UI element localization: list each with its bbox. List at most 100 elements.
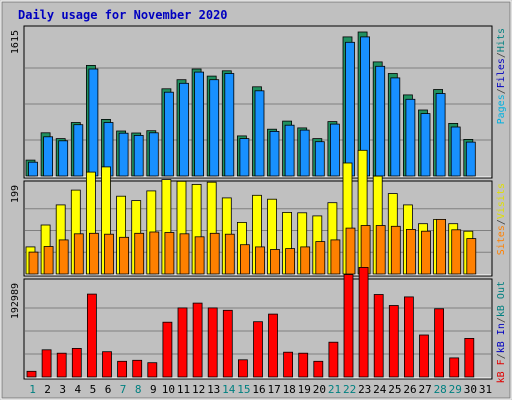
bar-kb-f-day-7 (117, 360, 127, 378)
bar-kb-f-day-18 (283, 351, 294, 378)
x-tick-label: 10 (162, 383, 175, 396)
bar-sites-day-6 (104, 233, 114, 275)
x-tick-label: 8 (135, 383, 142, 396)
bar-kb-f-day-8 (132, 359, 143, 378)
x-tick-label: 16 (252, 383, 265, 396)
x-tick-label: 23 (358, 383, 371, 396)
bar-kb-f-day-13 (207, 307, 218, 378)
bar-sites-day-30 (466, 238, 477, 275)
bar-sites-day-25 (390, 225, 401, 275)
x-tick-label: 13 (207, 383, 220, 396)
bar-files-day-25 (390, 77, 401, 177)
bar-kb-f-day-4 (71, 347, 82, 378)
bar-files-day-13 (209, 79, 220, 177)
bar-sites-day-23 (360, 225, 371, 275)
x-tick-label: 20 (313, 383, 326, 396)
bar-sites-day-9 (149, 231, 160, 275)
bar-sites-day-1 (28, 251, 39, 275)
bar-files-day-17 (269, 130, 280, 177)
series-legend-label: Sites/Visits (496, 183, 507, 255)
bar-files-day-18 (284, 124, 295, 177)
bar-sites-day-18 (285, 248, 296, 275)
bar-kb-f-day-16 (253, 321, 263, 378)
x-tick-label: 27 (418, 383, 431, 396)
bar-files-day-19 (299, 129, 310, 177)
x-tick-label: 2 (44, 383, 51, 396)
x-tick-label: 14 (222, 383, 236, 396)
bar-kb-f-day-27 (419, 334, 429, 378)
x-tick-label: 15 (237, 383, 250, 396)
bar-kb-f-day-30 (464, 337, 475, 378)
bar-kb-f-day-11 (177, 307, 188, 378)
bar-sites-day-14 (224, 233, 235, 275)
bar-sites-day-4 (73, 233, 84, 275)
x-tick-label: 21 (328, 383, 341, 396)
bar-kb-f-day-24 (373, 294, 384, 378)
bar-files-day-1 (28, 161, 38, 177)
bar-files-day-8 (133, 134, 144, 177)
bar-kb-f-day-23 (358, 266, 369, 378)
bar-files-day-14 (224, 73, 235, 177)
x-tick-label: 18 (283, 383, 296, 396)
legend-segment: kB F (496, 359, 507, 383)
x-tick-label: 25 (388, 383, 401, 396)
chart-panels: 1615Pages/Files/Hits199Sites/Visits19298… (10, 25, 507, 383)
bar-kb-f-day-6 (102, 351, 112, 378)
bar-sites-day-12 (194, 236, 205, 275)
panel-visits-sites: 199 Sites/Visits (10, 149, 507, 277)
bar-kb-f-day-14 (222, 309, 233, 378)
legend-segment: Pages (496, 94, 507, 124)
bar-sites-day-2 (43, 246, 54, 275)
legend-segment: Hits (496, 28, 507, 52)
x-tick-label: 12 (192, 383, 205, 396)
bar-files-day-2 (43, 136, 53, 177)
legend-segment: kB Out (496, 281, 507, 317)
bar-kb-f-day-17 (268, 313, 278, 378)
bar-kb-f-day-10 (162, 321, 173, 378)
x-tick-label: 4 (74, 383, 81, 396)
bar-sites-day-20 (315, 241, 326, 275)
bar-files-day-3 (58, 140, 69, 177)
series-legend-label: Pages/Files/Hits (496, 28, 507, 124)
bar-files-day-11 (179, 82, 189, 177)
bar-files-day-21 (329, 123, 340, 177)
bar-sites-day-26 (405, 228, 416, 275)
legend-segment: / (496, 317, 507, 323)
bar-sites-day-28 (436, 218, 447, 275)
bar-sites-day-19 (300, 246, 311, 275)
bar-sites-day-21 (330, 239, 341, 275)
x-tick-label: 26 (403, 383, 416, 396)
y-max-label: 199 (10, 185, 21, 203)
bar-sites-day-16 (255, 246, 265, 275)
bar-sites-day-10 (164, 232, 175, 275)
x-tick-label: 19 (298, 383, 311, 396)
y-max-label: 1615 (10, 30, 21, 54)
bar-sites-day-3 (58, 239, 69, 275)
bar-sites-day-29 (451, 229, 462, 275)
bar-kb-f-day-19 (298, 352, 309, 378)
bar-files-day-20 (314, 141, 325, 177)
x-tick-label: 5 (90, 383, 97, 396)
legend-segment: / (496, 52, 507, 58)
bar-kb-f-day-15 (237, 359, 248, 378)
bar-kb-f-day-20 (313, 360, 324, 378)
bar-files-day-7 (118, 132, 129, 177)
x-tick-label: 28 (434, 383, 447, 396)
bar-files-day-27 (420, 113, 431, 177)
x-tick-label: 17 (267, 383, 280, 396)
bar-kb-f-day-28 (434, 308, 445, 378)
bar-files-day-12 (194, 71, 205, 177)
bar-sites-day-7 (119, 236, 129, 275)
bar-files-day-30 (465, 141, 476, 177)
x-tick-label: 7 (120, 383, 127, 396)
x-tick-label: 22 (343, 383, 356, 396)
bar-kb-f-day-9 (147, 362, 158, 378)
bar-files-day-16 (254, 90, 265, 177)
bar-sites-day-5 (89, 232, 99, 275)
y-max-label: 192989 (10, 283, 21, 319)
bar-files-day-26 (405, 98, 416, 177)
bar-kb-f-day-2 (41, 349, 52, 378)
bar-kb-f-day-1 (26, 370, 37, 378)
